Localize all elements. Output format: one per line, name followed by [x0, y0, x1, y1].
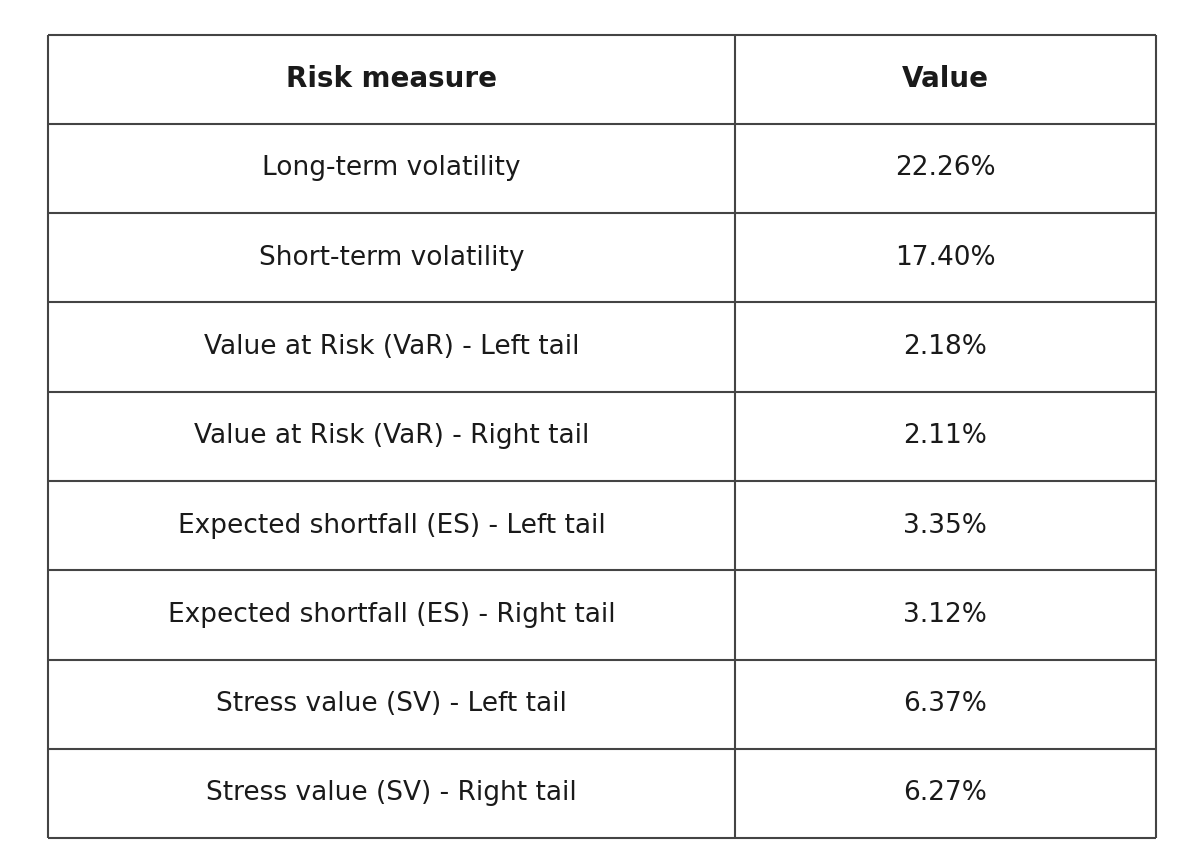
- Text: Stress value (SV) - Left tail: Stress value (SV) - Left tail: [216, 691, 567, 717]
- Text: 22.26%: 22.26%: [895, 156, 996, 181]
- Text: 6.37%: 6.37%: [903, 691, 987, 717]
- Text: 3.12%: 3.12%: [903, 602, 987, 628]
- Text: Expected shortfall (ES) - Left tail: Expected shortfall (ES) - Left tail: [178, 512, 606, 538]
- Text: 6.27%: 6.27%: [903, 780, 987, 806]
- Text: Stress value (SV) - Right tail: Stress value (SV) - Right tail: [206, 780, 577, 806]
- Text: Long-term volatility: Long-term volatility: [262, 156, 521, 181]
- Text: 2.18%: 2.18%: [903, 334, 987, 360]
- Text: 17.40%: 17.40%: [895, 245, 996, 270]
- Text: Risk measure: Risk measure: [287, 65, 497, 93]
- Text: Value at Risk (VaR) - Left tail: Value at Risk (VaR) - Left tail: [203, 334, 579, 360]
- Text: Value at Risk (VaR) - Right tail: Value at Risk (VaR) - Right tail: [194, 423, 589, 449]
- Text: Expected shortfall (ES) - Right tail: Expected shortfall (ES) - Right tail: [167, 602, 615, 628]
- Text: 3.35%: 3.35%: [903, 512, 987, 538]
- Text: Short-term volatility: Short-term volatility: [259, 245, 524, 270]
- Text: Value: Value: [902, 65, 988, 93]
- Text: 2.11%: 2.11%: [903, 423, 987, 449]
